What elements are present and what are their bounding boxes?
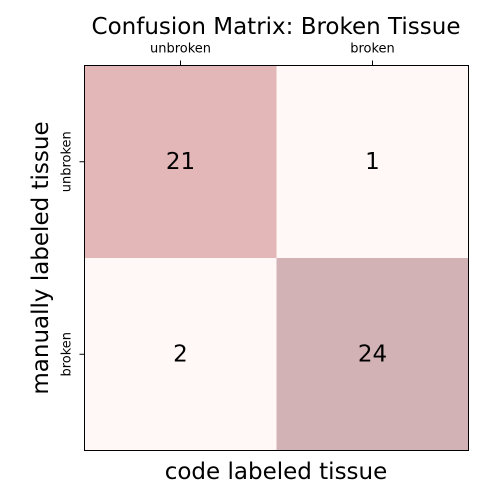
x-axis-label: code labeled tissue xyxy=(165,459,388,485)
y-axis-ticks: unbroken broken xyxy=(60,131,85,377)
heatmap-cell-broken-broken xyxy=(276,258,469,451)
plot-frame xyxy=(84,65,469,451)
heatmap-cells xyxy=(84,65,469,451)
y-tick-label: unbroken xyxy=(60,131,75,192)
x-tick-label: broken xyxy=(350,42,395,57)
cell-value-label: 21 xyxy=(166,149,195,175)
x-axis-ticks: unbroken broken xyxy=(150,42,395,66)
chart-title: Confusion Matrix: Broken Tissue xyxy=(92,14,461,40)
heatmap-cell-labels: 21 1 2 24 xyxy=(166,149,387,368)
y-tick-label: broken xyxy=(60,332,75,377)
x-tick-label: unbroken xyxy=(150,42,211,57)
heatmap-cell-unbroken-unbroken xyxy=(84,65,277,258)
cell-value-label: 2 xyxy=(173,341,188,367)
heatmap-cell-broken-unbroken xyxy=(84,258,277,451)
cell-value-label: 24 xyxy=(358,341,387,367)
y-axis-label: manually labeled tissue xyxy=(28,121,54,394)
heatmap-cell-unbroken-broken xyxy=(276,65,469,258)
cell-value-label: 1 xyxy=(365,149,380,175)
